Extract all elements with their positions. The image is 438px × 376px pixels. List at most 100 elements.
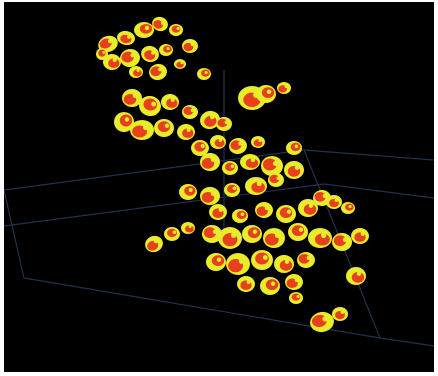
blob-highlight [335,198,339,202]
blob-highlight [205,71,208,74]
particle-blob [147,62,169,82]
particle-blob [130,120,154,140]
particle-blob [240,154,260,170]
particle-blob [268,173,284,187]
blob-highlight [137,69,140,72]
blob-highlight [295,278,299,282]
particle-blob [351,228,369,244]
blob-highlight [257,181,262,186]
blob-highlight [133,94,137,98]
particle-blob [224,183,240,197]
blob-highlight [189,225,192,228]
particle-blob [129,66,143,78]
blob-highlight [297,295,300,298]
particle-blob [181,222,195,234]
particle-blob [277,82,291,94]
particle-blob [177,124,195,140]
grid-line [380,338,434,346]
particle-blob [226,253,250,275]
blob-highlight [233,186,237,190]
blob-highlight [341,310,345,314]
blob-highlight [125,117,129,121]
blob-highlight [143,125,148,130]
particle-blob [179,184,197,200]
blob-highlight [361,232,365,236]
blob-highlight [277,176,281,180]
particle-blob [232,209,248,223]
blob-highlight [225,120,229,124]
blob-highlight [285,85,288,88]
blob-highlight [113,58,117,62]
blob-highlight [211,158,215,162]
particle-blob [191,140,209,156]
particle-blob [210,135,226,149]
particle-blob [174,59,186,69]
particle-blob [216,117,232,131]
particle-blob [284,161,304,179]
blob-highlight [219,208,223,212]
3d-render-panel [4,2,434,372]
blob-highlight [267,90,271,94]
particle-blob [332,307,348,321]
blob-highlight [167,47,170,50]
blob-highlight [191,108,195,112]
blob-highlight [273,161,278,166]
particle-blob [286,141,302,155]
particle-blob [288,223,308,241]
particle-blob [256,85,276,103]
blob-highlight [285,260,289,264]
blob-highlight [102,51,105,54]
blob-highlight [217,258,221,262]
blob-highlight [259,139,262,142]
particle-blob [218,227,242,249]
blob-highlight [231,233,236,238]
particle-blob [346,267,366,285]
grid-line [4,190,24,278]
particle-blob [122,89,142,107]
blob-highlight [265,206,269,210]
blob-highlight [177,27,180,30]
particle-cloud [96,15,369,334]
particle-blob [251,136,265,148]
particle-blob [237,276,255,292]
particle-blob [206,253,226,271]
blob-highlight [309,204,313,208]
particle-blob [182,105,198,119]
particle-blob [297,252,315,268]
blob-highlight [241,212,245,216]
blob-highlight [357,272,361,276]
grid-line [304,150,434,160]
particle-blob [326,195,342,209]
blob-highlight [165,124,169,128]
blob-highlight [219,138,223,142]
blob-highlight [211,192,215,196]
particle-blob [260,277,280,295]
blob-highlight [180,61,183,64]
blob-highlight [321,233,326,238]
blob-highlight [201,144,205,148]
particle-blob [245,177,267,195]
blob-highlight [299,228,303,232]
particle-blob [197,68,211,80]
blob-highlight [231,164,235,168]
blob-highlight [323,194,327,198]
particle-blob [169,24,183,36]
blob-highlight [171,98,175,102]
particle-blob [116,30,136,47]
particle-blob [274,255,294,273]
particle-blob [200,187,220,205]
volume-render-svg [4,2,434,372]
blob-highlight [239,259,244,264]
particle-blob [200,153,220,171]
blob-highlight [253,230,257,234]
particle-blob [242,225,262,243]
grid-line [4,184,324,226]
particle-blob [332,233,352,251]
particle-blob [182,39,198,53]
particle-blob [285,274,303,290]
particle-blob [308,228,332,248]
blob-highlight [191,42,195,46]
blob-highlight [275,233,280,238]
particle-blob [134,22,154,38]
